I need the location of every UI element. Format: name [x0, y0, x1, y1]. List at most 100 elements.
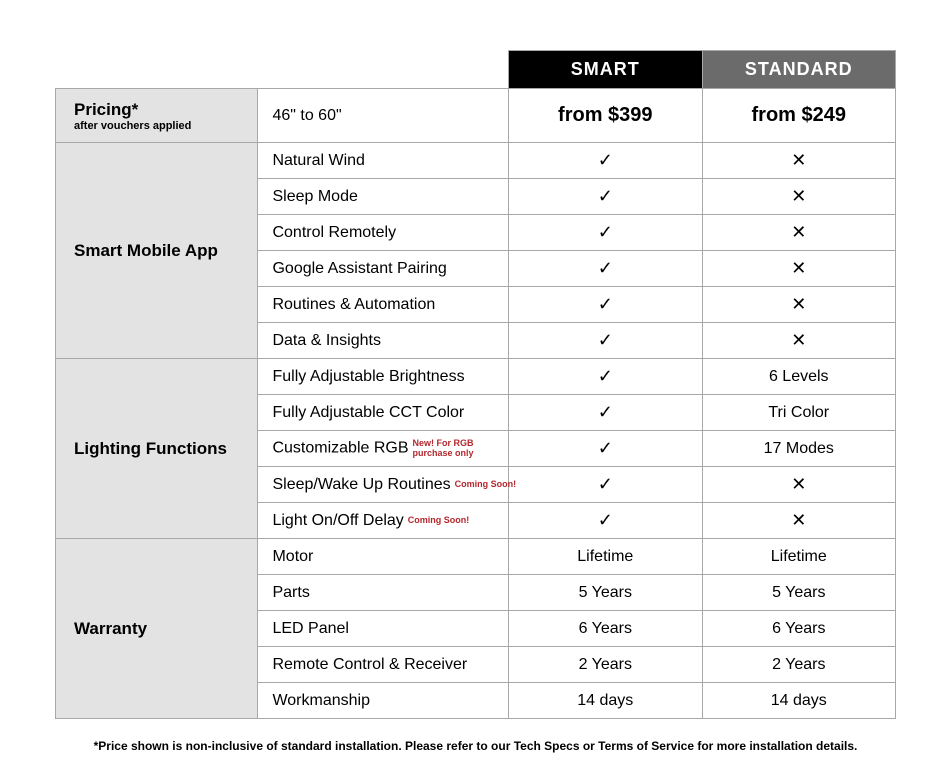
pricing-smart: from $399	[509, 89, 702, 143]
feature-cell: Sleep Mode	[258, 179, 509, 215]
check-icon: ✓	[598, 438, 613, 458]
category-cell: Lighting Functions	[56, 359, 258, 539]
smart-value-cell: 14 days	[509, 683, 702, 719]
pricing-subtitle: after vouchers applied	[74, 120, 247, 132]
value-text: 14 days	[771, 692, 827, 709]
feature-cell: Light On/Off Delay Coming Soon!	[258, 503, 509, 539]
plan-header-smart: SMART	[509, 51, 702, 89]
check-icon: ✓	[598, 366, 613, 386]
smart-value-cell: ✓	[509, 179, 702, 215]
feature-cell: Fully Adjustable Brightness	[258, 359, 509, 395]
value-text: 2 Years	[579, 656, 632, 673]
check-icon: ✓	[598, 186, 613, 206]
table-row: Lighting FunctionsFully Adjustable Brigh…	[56, 359, 896, 395]
standard-value-cell: 17 Modes	[702, 431, 895, 467]
category-cell: Smart Mobile App	[56, 143, 258, 359]
standard-value-cell: 5 Years	[702, 575, 895, 611]
feature-cell: Fully Adjustable CCT Color	[258, 395, 509, 431]
feature-label: Natural Wind	[272, 152, 364, 169]
feature-label: Customizable RGB	[272, 440, 408, 457]
cross-icon: ✕	[791, 186, 806, 206]
value-text: 6 Years	[772, 620, 825, 637]
smart-value-cell: 6 Years	[509, 611, 702, 647]
value-text: 17 Modes	[764, 440, 834, 457]
value-text: Lifetime	[771, 548, 827, 565]
value-text: 6 Years	[579, 620, 632, 637]
feature-label: Sleep/Wake Up Routines	[272, 476, 450, 493]
standard-value-cell: Tri Color	[702, 395, 895, 431]
table-row: WarrantyMotorLifetimeLifetime	[56, 539, 896, 575]
smart-value-cell: Lifetime	[509, 539, 702, 575]
feature-label: Sleep Mode	[272, 188, 357, 205]
feature-label: Google Assistant Pairing	[272, 260, 446, 277]
value-text: 14 days	[577, 692, 633, 709]
feature-label: Light On/Off Delay	[272, 512, 403, 529]
smart-value-cell: ✓	[509, 467, 702, 503]
value-text: Tri Color	[768, 404, 829, 421]
category-cell: Warranty	[56, 539, 258, 719]
smart-value-cell: ✓	[509, 323, 702, 359]
standard-value-cell: 2 Years	[702, 647, 895, 683]
pricing-size-label: 46" to 60"	[258, 89, 509, 143]
smart-value-cell: 5 Years	[509, 575, 702, 611]
feature-label: Fully Adjustable CCT Color	[272, 404, 464, 421]
smart-value-cell: ✓	[509, 251, 702, 287]
feature-cell: Sleep/Wake Up RoutinesComing Soon!	[258, 467, 509, 503]
smart-value-cell: 2 Years	[509, 647, 702, 683]
feature-cell: Natural Wind	[258, 143, 509, 179]
standard-value-cell: ✕	[702, 323, 895, 359]
value-text: 6 Levels	[769, 368, 829, 385]
comparison-table-wrapper: SMART STANDARD Pricing* after vouchers a…	[55, 50, 896, 719]
smart-value-cell: ✓	[509, 395, 702, 431]
cross-icon: ✕	[791, 294, 806, 314]
cross-icon: ✕	[791, 222, 806, 242]
feature-cell: Customizable RGBNew! For RGB purchase on…	[258, 431, 509, 467]
feature-label: LED Panel	[272, 620, 349, 637]
comparison-table: SMART STANDARD Pricing* after vouchers a…	[55, 50, 896, 719]
pricing-row: Pricing* after vouchers applied 46" to 6…	[56, 89, 896, 143]
standard-value-cell: 6 Years	[702, 611, 895, 647]
check-icon: ✓	[598, 150, 613, 170]
value-text: 5 Years	[579, 584, 632, 601]
standard-value-cell: ✕	[702, 143, 895, 179]
plan-header-row: SMART STANDARD	[56, 51, 896, 89]
pricing-standard: from $249	[702, 89, 895, 143]
smart-value-cell: ✓	[509, 215, 702, 251]
check-icon: ✓	[598, 258, 613, 278]
feature-label: Workmanship	[272, 692, 370, 709]
value-text: Lifetime	[577, 548, 633, 565]
feature-cell: Motor	[258, 539, 509, 575]
pricing-title: Pricing*	[74, 100, 247, 120]
feature-label: Data & Insights	[272, 332, 381, 349]
feature-cell: Remote Control & Receiver	[258, 647, 509, 683]
standard-value-cell: 14 days	[702, 683, 895, 719]
cross-icon: ✕	[791, 150, 806, 170]
cross-icon: ✕	[791, 474, 806, 494]
standard-value-cell: ✕	[702, 215, 895, 251]
standard-value-cell: 6 Levels	[702, 359, 895, 395]
feature-cell: Data & Insights	[258, 323, 509, 359]
feature-cell: Routines & Automation	[258, 287, 509, 323]
check-icon: ✓	[598, 330, 613, 350]
check-icon: ✓	[598, 222, 613, 242]
feature-badge: Coming Soon!	[408, 516, 470, 525]
feature-cell: LED Panel	[258, 611, 509, 647]
feature-label: Motor	[272, 548, 313, 565]
feature-cell: Parts	[258, 575, 509, 611]
feature-label: Remote Control & Receiver	[272, 656, 467, 673]
cross-icon: ✕	[791, 510, 806, 530]
feature-badge: Coming Soon!	[455, 480, 517, 489]
smart-value-cell: ✓	[509, 431, 702, 467]
check-icon: ✓	[598, 510, 613, 530]
feature-label: Control Remotely	[272, 224, 396, 241]
feature-cell: Google Assistant Pairing	[258, 251, 509, 287]
feature-label: Routines & Automation	[272, 296, 435, 313]
standard-value-cell: ✕	[702, 179, 895, 215]
standard-value-cell: ✕	[702, 503, 895, 539]
standard-value-cell: ✕	[702, 287, 895, 323]
standard-value-cell: ✕	[702, 467, 895, 503]
feature-cell: Workmanship	[258, 683, 509, 719]
header-blank	[56, 51, 509, 89]
smart-value-cell: ✓	[509, 359, 702, 395]
smart-value-cell: ✓	[509, 287, 702, 323]
